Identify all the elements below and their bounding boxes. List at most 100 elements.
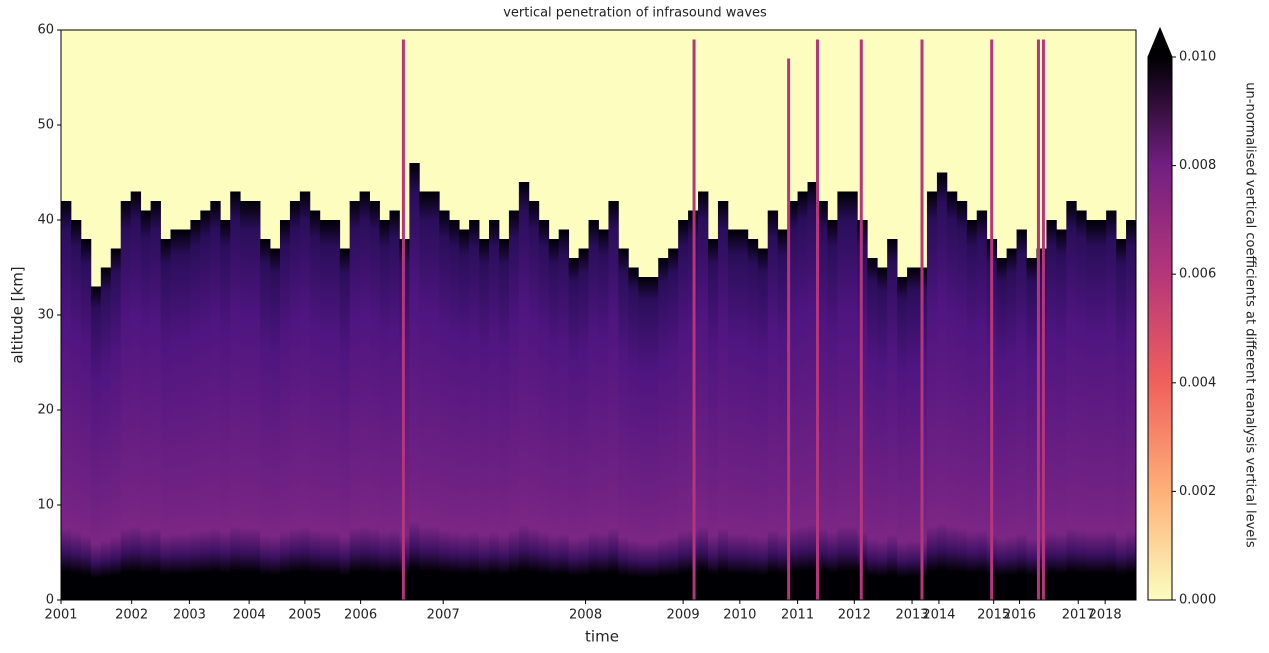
- x-axis-label: time: [585, 628, 619, 646]
- column: [1056, 229, 1067, 600]
- x-tick-label: 2016: [1003, 608, 1036, 623]
- column: [419, 191, 430, 600]
- x-tick-label: 2014: [922, 608, 955, 623]
- colorbar: [1148, 57, 1172, 600]
- column: [329, 220, 341, 600]
- column: [160, 239, 171, 600]
- column: [817, 201, 828, 600]
- column: [289, 201, 301, 600]
- column: [528, 201, 540, 600]
- colorbar-tick-label: 0.004: [1179, 375, 1216, 390]
- y-tick-label: 30: [37, 308, 54, 323]
- column: [449, 220, 460, 600]
- spike: [1036, 39, 1040, 600]
- column: [439, 210, 450, 600]
- y-tick-label: 50: [37, 118, 54, 133]
- x-tick-label: 2012: [838, 608, 871, 623]
- column: [80, 239, 92, 600]
- y-tick-label: 20: [37, 403, 54, 418]
- x-tick-label: 2013: [895, 608, 928, 623]
- column: [180, 229, 191, 600]
- colorbar-tick-label: 0.002: [1179, 484, 1216, 499]
- column: [319, 220, 331, 600]
- column: [1006, 248, 1017, 600]
- column: [1066, 201, 1077, 600]
- column: [170, 229, 181, 600]
- column: [409, 163, 420, 600]
- column: [936, 172, 948, 600]
- colorbar-frame: [1147, 26, 1173, 601]
- column: [210, 201, 221, 600]
- column: [797, 191, 808, 600]
- column: [140, 210, 151, 600]
- column: [70, 220, 82, 600]
- spike: [1041, 39, 1045, 600]
- column: [1046, 220, 1057, 600]
- spike: [787, 58, 791, 600]
- column: [61, 201, 72, 600]
- column: [717, 201, 729, 600]
- column: [150, 201, 161, 600]
- column: [190, 220, 201, 600]
- column: [638, 277, 649, 600]
- x-tick-label: 2004: [233, 608, 266, 623]
- x-tick-label: 2002: [115, 608, 148, 623]
- column: [598, 229, 609, 600]
- column: [926, 191, 938, 600]
- column: [966, 220, 978, 600]
- x-tick-label: 2005: [288, 608, 321, 623]
- x-tick-label: 2015: [977, 608, 1010, 623]
- column: [907, 267, 918, 600]
- column: [897, 277, 908, 600]
- column: [1126, 220, 1137, 600]
- column: [130, 191, 142, 600]
- x-tick-label: 2008: [569, 608, 602, 623]
- x-tick-label: 2017: [1062, 608, 1095, 623]
- column: [727, 229, 739, 600]
- column: [498, 239, 510, 600]
- column: [827, 220, 838, 600]
- colorbar-extend: [1148, 28, 1172, 57]
- column: [200, 210, 211, 600]
- y-tick-label: 0: [46, 593, 54, 608]
- column: [807, 182, 818, 600]
- y-axis-label: altitude [km]: [9, 266, 27, 363]
- column: [120, 201, 132, 600]
- y-tick-label: 10: [37, 498, 54, 513]
- column: [469, 220, 480, 600]
- column: [508, 210, 520, 600]
- column: [459, 229, 470, 600]
- column: [349, 201, 361, 600]
- column: [956, 201, 968, 600]
- column: [100, 267, 112, 600]
- colorbar-label: un-normalised vertical coefficients at d…: [1243, 82, 1258, 548]
- column: [1016, 229, 1027, 600]
- x-tick-label: 2009: [667, 608, 700, 623]
- x-tick-label: 2018: [1089, 608, 1122, 623]
- column: [230, 191, 241, 600]
- column: [429, 191, 440, 600]
- spike: [401, 39, 405, 600]
- column: [668, 248, 679, 600]
- column: [479, 239, 490, 600]
- column: [250, 201, 261, 600]
- column: [339, 248, 351, 600]
- column: [1036, 248, 1047, 600]
- column: [568, 258, 579, 600]
- spike: [815, 39, 819, 600]
- column: [628, 267, 639, 600]
- x-tick-label: 2007: [427, 608, 460, 623]
- spike: [859, 39, 863, 600]
- x-tick-label: 2001: [44, 608, 77, 623]
- column: [777, 229, 789, 600]
- column: [379, 220, 390, 600]
- column: [737, 229, 749, 600]
- x-tick-label: 2010: [723, 608, 756, 623]
- column: [538, 220, 550, 600]
- column: [787, 201, 798, 600]
- colorbar-tick-label: 0.000: [1179, 593, 1216, 608]
- column: [1106, 210, 1117, 600]
- column: [847, 191, 858, 600]
- spike: [692, 39, 696, 600]
